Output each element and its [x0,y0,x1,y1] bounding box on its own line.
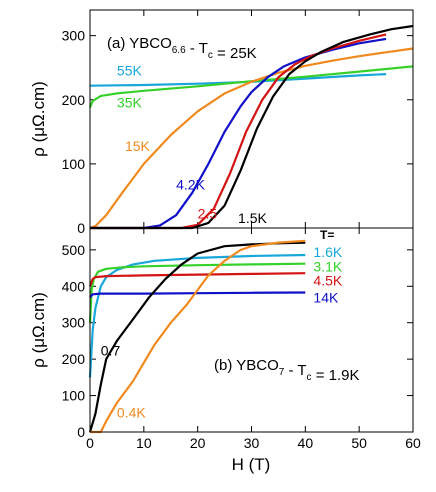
x-tick-label: 60 [405,435,421,451]
panel-a: 55K 35K 15K 4.2K 2.5 1.5K 0 100 200 300 (a) YBCO… [29,9,414,236]
panel-b-x-axis-label: H (T) [232,455,271,474]
panel-b-series-lines [88,239,306,434]
panel-b-ticks [89,228,414,433]
series-label-3-1K: 3.1K [313,259,342,275]
series-label-1-6K: 1.6K [313,244,342,260]
x-tick-label: 0 [86,435,94,451]
panel-b-x-tick-labels: 0 10 20 30 40 50 60 [86,435,421,451]
series-label-55K: 55K [117,62,143,78]
series-line-35K [88,65,414,108]
panel-b-y-tick-labels: 0 100 200 300 400 500 [62,242,86,440]
series-line-4-5K [88,272,306,287]
panel-b-frame [89,227,414,433]
panel-b-title: (b) YBCO7 - Tc = 1.9K [214,357,360,384]
series-label-0-4K: 0.4K [117,404,146,420]
y-tick-label: 200 [62,92,86,108]
series-label-15K: 15K [125,138,151,154]
x-tick-label: 30 [244,435,260,451]
panel-a-y-tick-labels: 0 100 200 300 [62,28,86,236]
y-tick-label: 0 [77,424,85,440]
series-line-0-7 [88,241,306,433]
series-line-3-1K [88,262,306,323]
panel-a-y-axis-label: ρ (μΩ.cm) [29,81,48,157]
series-line-1-6K [88,253,306,378]
y-tick-label: 300 [62,315,86,331]
series-label-0-7: 0.7 [101,343,121,359]
series-line-0-4K [90,239,306,434]
series-line-1-5K [90,24,414,230]
x-tick-label: 10 [136,435,152,451]
y-tick-label: 100 [62,388,86,404]
series-label-4-5K: 4.5K [313,273,342,289]
panel-b-legend-header: T= [320,228,334,242]
y-tick-label: 400 [62,278,86,294]
series-label-4-2K: 4.2K [176,177,205,193]
series-line-14K [89,291,306,298]
y-tick-label: 500 [62,242,86,258]
x-tick-label: 40 [298,435,314,451]
panel-a-series-lines [88,24,414,230]
panel-b-y-axis-label: ρ (μΩ.cm) [29,292,48,368]
y-tick-label: 0 [77,220,85,236]
x-tick-label: 50 [351,435,367,451]
series-label-14K: 14K [313,289,339,305]
y-tick-label: 200 [62,351,86,367]
series-line-2-5 [90,33,387,230]
series-label-35K: 35K [117,94,143,110]
series-label-1-5K: 1.5K [238,210,267,226]
x-tick-label: 20 [190,435,206,451]
panel-a-series-labels: 55K 35K 15K 4.2K 2.5 1.5K [117,62,268,225]
y-tick-label: 100 [62,156,86,172]
series-label-2-5: 2.5 [198,205,218,221]
series-line-15K [89,47,414,230]
y-tick-label: 300 [62,28,86,44]
panel-a-title: (a) YBCO6.6 - Tc = 25K [107,35,257,62]
